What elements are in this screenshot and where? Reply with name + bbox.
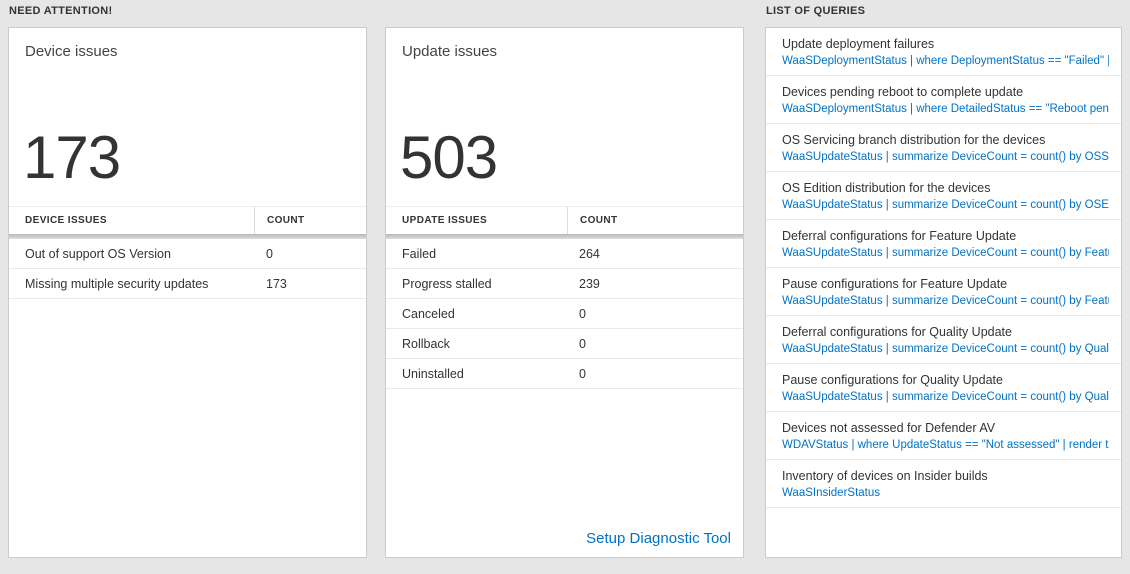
row-count: 264 <box>579 246 600 261</box>
query-title: OS Servicing branch distribution for the… <box>782 133 1046 147</box>
row-label: Rollback <box>402 336 450 351</box>
list-of-queries-tile: Update deployment failures WaaSDeploymen… <box>765 27 1122 558</box>
row-label: Missing multiple security updates <box>25 276 209 291</box>
query-link[interactable]: WDAVStatus | where UpdateStatus == "Not … <box>782 439 1109 451</box>
table-header-shadow <box>9 234 366 239</box>
row-label: Out of support OS Version <box>25 246 171 261</box>
query-link[interactable]: WaaSUpdateStatus | summarize DeviceCount… <box>782 247 1109 259</box>
row-label: Failed <box>402 246 437 261</box>
query-link[interactable]: WaaSUpdateStatus | summarize DeviceCount… <box>782 343 1109 355</box>
update-issues-table: UPDATE ISSUES COUNT Failed 264 Progress … <box>386 206 743 389</box>
row-count: 239 <box>579 276 600 291</box>
update-issues-header-count: COUNT <box>567 207 743 234</box>
setup-diagnostic-tool-link[interactable]: Setup Diagnostic Tool <box>586 530 731 547</box>
query-link[interactable]: WaaSUpdateStatus | summarize DeviceCount… <box>782 151 1109 163</box>
row-label: Canceled <box>402 306 455 321</box>
query-title: Devices pending reboot to complete updat… <box>782 85 1024 99</box>
row-count: 0 <box>266 246 273 261</box>
query-link[interactable]: WaaSUpdateStatus | summarize DeviceCount… <box>782 391 1109 403</box>
update-issues-tile-title: Update issues <box>402 43 498 60</box>
table-row: Canceled 0 <box>386 299 743 329</box>
device-issues-header-count: COUNT <box>254 207 366 234</box>
device-issues-table: DEVICE ISSUES COUNT Out of support OS Ve… <box>9 206 366 299</box>
row-count: 0 <box>579 306 586 321</box>
query-list-item[interactable]: Devices pending reboot to complete updat… <box>766 76 1121 124</box>
section-title-need-attention: NEED ATTENTION! <box>9 5 113 17</box>
query-list-item[interactable]: Devices not assessed for Defender AV WDA… <box>766 412 1121 460</box>
table-row: Out of support OS Version 0 <box>9 239 366 269</box>
query-title: Deferral configurations for Feature Upda… <box>782 229 1017 243</box>
query-link[interactable]: WaaSDeploymentStatus | where DeploymentS… <box>782 55 1109 67</box>
query-list-item[interactable]: Pause configurations for Feature Update … <box>766 268 1121 316</box>
query-title: Pause configurations for Quality Update <box>782 373 1003 387</box>
query-title: Pause configurations for Feature Update <box>782 277 1008 291</box>
table-row: Missing multiple security updates 173 <box>9 269 366 299</box>
query-list-item[interactable]: Deferral configurations for Quality Upda… <box>766 316 1121 364</box>
query-link[interactable]: WaaSUpdateStatus | summarize DeviceCount… <box>782 295 1109 307</box>
query-list-item[interactable]: OS Servicing branch distribution for the… <box>766 124 1121 172</box>
device-issues-total-count: 173 <box>23 124 121 191</box>
device-issues-table-header: DEVICE ISSUES COUNT <box>9 206 366 234</box>
update-issues-total-count: 503 <box>400 124 498 191</box>
query-link[interactable]: WaaSDeploymentStatus | where DetailedSta… <box>782 103 1109 115</box>
table-row: Progress stalled 239 <box>386 269 743 299</box>
table-row: Uninstalled 0 <box>386 359 743 389</box>
query-list-item[interactable]: Inventory of devices on Insider builds W… <box>766 460 1121 508</box>
query-list-item[interactable]: Deferral configurations for Feature Upda… <box>766 220 1121 268</box>
device-issues-header-label: DEVICE ISSUES <box>25 215 107 226</box>
query-link[interactable]: WaaSUpdateStatus | summarize DeviceCount… <box>782 199 1109 211</box>
table-header-shadow <box>386 234 743 239</box>
device-issues-tile[interactable]: Device issues 173 DEVICE ISSUES COUNT Ou… <box>8 27 367 558</box>
row-count: 173 <box>266 276 287 291</box>
query-list-item[interactable]: Update deployment failures WaaSDeploymen… <box>766 28 1121 76</box>
update-issues-table-header: UPDATE ISSUES COUNT <box>386 206 743 234</box>
section-title-list-of-queries: LIST OF QUERIES <box>766 5 866 17</box>
query-title: Inventory of devices on Insider builds <box>782 469 988 483</box>
query-title: Deferral configurations for Quality Upda… <box>782 325 1012 339</box>
row-label: Progress stalled <box>402 276 492 291</box>
table-row: Failed 264 <box>386 239 743 269</box>
query-list-item[interactable]: OS Edition distribution for the devices … <box>766 172 1121 220</box>
row-label: Uninstalled <box>402 366 464 381</box>
table-row: Rollback 0 <box>386 329 743 359</box>
update-issues-header-label: UPDATE ISSUES <box>402 215 488 226</box>
row-count: 0 <box>579 336 586 351</box>
query-title: Update deployment failures <box>782 37 935 51</box>
device-issues-tile-title: Device issues <box>25 43 118 60</box>
query-title: Devices not assessed for Defender AV <box>782 421 996 435</box>
row-count: 0 <box>579 366 586 381</box>
query-list-item[interactable]: Pause configurations for Quality Update … <box>766 364 1121 412</box>
query-link[interactable]: WaaSInsiderStatus <box>782 487 881 499</box>
query-title: OS Edition distribution for the devices <box>782 181 991 195</box>
update-issues-tile[interactable]: Update issues 503 UPDATE ISSUES COUNT Fa… <box>385 27 744 558</box>
